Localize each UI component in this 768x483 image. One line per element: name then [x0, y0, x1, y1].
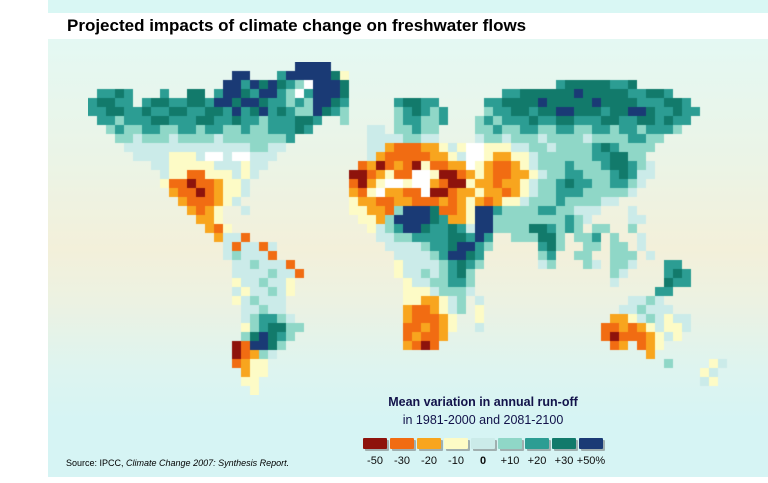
source-work-title: Climate Change 2007: Synthesis Report.	[126, 458, 290, 468]
bottom-white-strip	[48, 477, 768, 483]
legend-class: -50	[363, 438, 387, 467]
legend-label: -20	[421, 455, 437, 467]
legend-class: -10	[444, 438, 468, 467]
legend-label: -50	[367, 455, 383, 467]
source-note: Source: IPCC, Climate Change 2007: Synth…	[66, 458, 289, 468]
map-area: Mean variation in annual run-off in 1981…	[48, 39, 768, 477]
legend-swatch	[444, 438, 468, 449]
legend-label: +30	[554, 455, 574, 467]
legend-swatch	[390, 438, 414, 449]
legend-class: +30	[552, 438, 576, 467]
legend-swatch	[579, 438, 603, 449]
world-map-canvas	[88, 62, 736, 395]
legend-class: +10	[498, 438, 522, 467]
legend-title: Mean variation in annual run-off	[388, 395, 578, 409]
legend-swatch	[498, 438, 522, 449]
legend-label: 0	[479, 455, 487, 467]
legend-label: +20	[527, 455, 547, 467]
legend-subtitle: in 1981-2000 and 2081-2100	[402, 413, 564, 427]
legend-class: +50%	[577, 438, 605, 467]
legend: Mean variation in annual run-off in 1981…	[348, 395, 618, 467]
legend-class: 0	[471, 438, 495, 467]
source-prefix: Source: IPCC,	[66, 458, 127, 468]
legend-label: -30	[394, 455, 410, 467]
legend-swatch	[417, 438, 441, 449]
title-band: Projected impacts of climate change on f…	[48, 13, 768, 39]
legend-class: +20	[525, 438, 549, 467]
left-margin	[0, 0, 48, 483]
top-cyan-strip	[48, 0, 768, 13]
legend-swatch	[471, 438, 495, 449]
legend-swatch	[363, 438, 387, 449]
legend-swatch	[525, 438, 549, 449]
figure-content: Projected impacts of climate change on f…	[48, 0, 768, 483]
legend-label: +10	[500, 455, 520, 467]
legend-scale: -50 -30 -20 -10 0 +10 +20 +30 +50%	[348, 438, 618, 467]
legend-label: -10	[448, 455, 464, 467]
legend-label: +50%	[576, 455, 606, 467]
legend-class: -30	[390, 438, 414, 467]
legend-class: -20	[417, 438, 441, 467]
page-title: Projected impacts of climate change on f…	[67, 16, 527, 35]
legend-swatch	[552, 438, 576, 449]
